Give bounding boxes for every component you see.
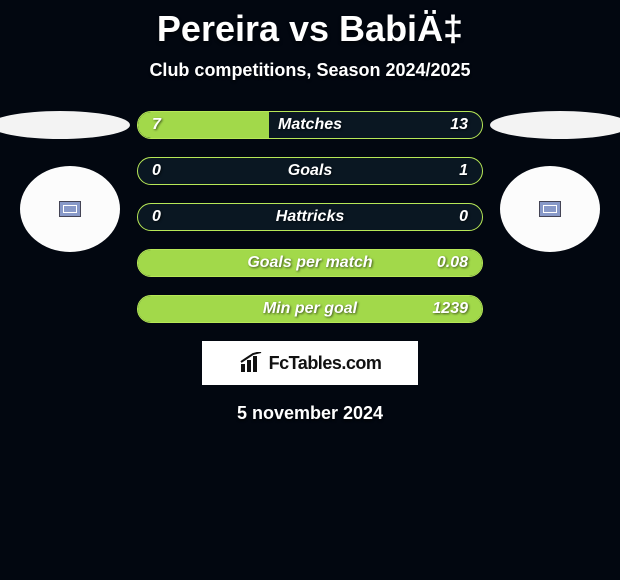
bar-label: Goals per match: [247, 254, 372, 272]
bar-left-value: 0: [138, 162, 161, 180]
comparison-content: 7 Matches 13 0 Goals 1 0 Hattricks 0 Goals per ma…: [0, 111, 620, 424]
bar-right-value: 0: [459, 208, 482, 226]
stat-bar: Min per goal 1239: [137, 295, 483, 323]
stat-bar: 7 Matches 13: [137, 111, 483, 139]
subtitle: Club competitions, Season 2024/2025: [0, 60, 620, 81]
bar-right-value: 1239: [432, 300, 482, 318]
bar-label: Matches: [278, 116, 342, 134]
stat-bar: 0 Goals 1: [137, 157, 483, 185]
logo-text: FcTables.com: [269, 353, 382, 374]
bar-right-value: 0.08: [437, 254, 482, 272]
stat-bar: 0 Hattricks 0: [137, 203, 483, 231]
left-player-badge-shadow: [0, 111, 130, 139]
bar-right-value: 13: [450, 116, 482, 134]
left-player-flag-icon: [59, 201, 81, 217]
bar-label: Goals: [288, 162, 332, 180]
right-player-badge-shadow: [490, 111, 620, 139]
bar-label: Hattricks: [276, 208, 344, 226]
date-text: 5 november 2024: [0, 403, 620, 424]
bar-label: Min per goal: [263, 300, 357, 318]
stat-bar: Goals per match 0.08: [137, 249, 483, 277]
right-player-flag-icon: [539, 201, 561, 217]
page-title: Pereira vs BabiÄ‡: [0, 0, 620, 50]
bar-right-value: 1: [459, 162, 482, 180]
bar-left-value: 0: [138, 208, 161, 226]
right-player-avatar: [500, 166, 600, 252]
stat-bars: 7 Matches 13 0 Goals 1 0 Hattricks 0 Goals per ma…: [137, 111, 483, 323]
left-player-avatar: [20, 166, 120, 252]
bar-left-value: 7: [138, 116, 161, 134]
fctables-logo: FcTables.com: [239, 352, 382, 374]
logo-box: FcTables.com: [202, 341, 418, 385]
bar-chart-icon: [239, 352, 265, 374]
